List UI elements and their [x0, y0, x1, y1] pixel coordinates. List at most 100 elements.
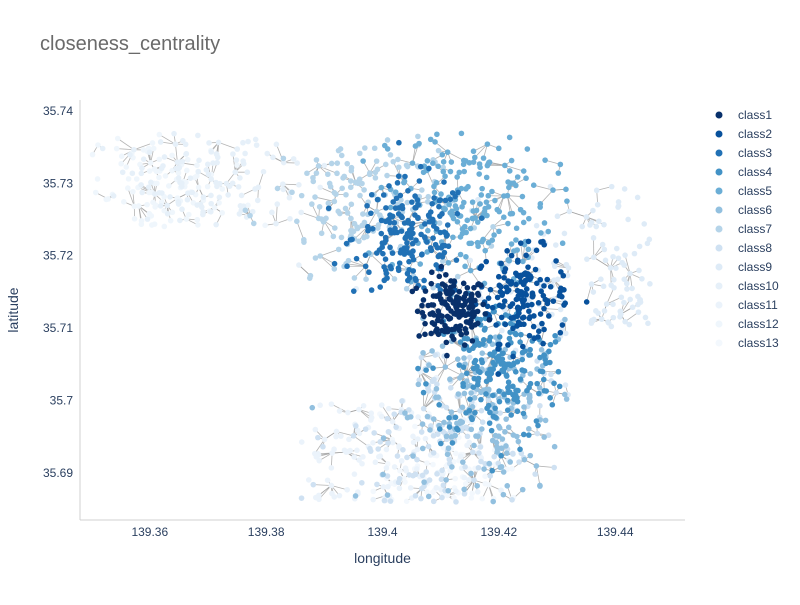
data-point-class7	[243, 207, 249, 213]
data-point-class3	[428, 245, 434, 251]
data-point-class3	[351, 288, 357, 294]
data-point-class5	[477, 201, 483, 207]
data-point-class5	[462, 224, 468, 230]
data-point-class3	[409, 226, 415, 232]
data-point-class11	[322, 437, 328, 443]
data-point-class1	[436, 274, 442, 280]
data-point-class10	[205, 161, 211, 167]
data-point-class8	[388, 498, 394, 504]
data-point-class2	[523, 253, 529, 259]
legend-label[interactable]: class12	[738, 317, 779, 331]
data-point-class1	[434, 328, 440, 334]
data-point-class4	[511, 396, 517, 402]
data-point-class8	[419, 429, 425, 435]
data-point-class5	[506, 258, 512, 264]
data-point-class1	[446, 289, 452, 295]
data-point-class5	[442, 206, 448, 212]
data-point-class4	[517, 447, 523, 453]
data-point-class13	[453, 451, 459, 457]
legend-label[interactable]: class10	[738, 279, 779, 293]
data-point-class11	[329, 401, 335, 407]
data-point-class7	[392, 276, 398, 282]
data-point-class2	[527, 333, 533, 339]
data-point-class10	[236, 184, 242, 190]
data-point-class3	[383, 205, 389, 211]
data-point-class11	[379, 414, 385, 420]
data-point-class5	[471, 159, 477, 165]
data-point-class11	[343, 449, 349, 455]
data-point-class1	[482, 311, 488, 317]
legend-label[interactable]: class13	[738, 336, 779, 350]
data-point-class10	[227, 183, 233, 189]
data-point-class3	[398, 213, 404, 219]
data-point-class10	[200, 209, 206, 215]
data-point-class8	[382, 498, 388, 504]
data-point-class5	[431, 184, 437, 190]
data-point-class5	[531, 182, 537, 188]
data-point-class6	[522, 457, 528, 463]
legend-label[interactable]: class9	[738, 260, 772, 274]
data-point-class5	[526, 247, 532, 253]
legend-label[interactable]: class8	[738, 241, 772, 255]
data-point-class5	[449, 159, 455, 165]
data-point-class8	[410, 473, 416, 479]
legend-label[interactable]: class2	[738, 127, 772, 141]
data-point-class13	[430, 462, 436, 468]
data-point-class4	[438, 441, 444, 447]
data-point-class3	[437, 213, 443, 219]
data-point-class8	[418, 496, 424, 502]
data-point-class5	[445, 149, 451, 155]
data-point-class9	[636, 309, 642, 315]
data-point-class5	[480, 237, 486, 243]
data-point-class4	[506, 379, 512, 385]
data-point-class3	[364, 203, 370, 209]
data-point-class11	[408, 485, 414, 491]
data-point-class2	[510, 354, 516, 360]
data-point-class10	[184, 151, 190, 157]
data-point-class7	[359, 223, 365, 229]
legend-label[interactable]: class11	[738, 298, 778, 312]
data-point-class10	[230, 151, 236, 157]
legend-label[interactable]: class7	[738, 222, 772, 236]
legend-label[interactable]: class3	[738, 146, 772, 160]
legend-label[interactable]: class5	[738, 184, 772, 198]
data-point-class9	[600, 242, 606, 248]
data-point-class3	[368, 210, 374, 216]
data-point-class9	[624, 286, 630, 292]
legend-label[interactable]: class6	[738, 203, 772, 217]
legend-label[interactable]: class4	[738, 165, 772, 179]
data-point-class3	[438, 230, 444, 236]
data-point-class6	[486, 461, 492, 467]
data-point-class10	[280, 181, 286, 187]
data-point-class9	[499, 328, 505, 334]
data-point-class6	[458, 418, 464, 424]
data-point-class2	[541, 242, 547, 248]
data-point-class3	[395, 180, 401, 186]
data-point-class9	[594, 188, 600, 194]
data-point-class4	[538, 368, 544, 374]
data-point-class9	[639, 276, 645, 282]
data-point-class7	[419, 187, 425, 193]
data-point-class2	[530, 293, 536, 299]
data-point-class7	[395, 157, 401, 163]
data-point-class1	[428, 281, 434, 287]
data-point-class4	[515, 408, 521, 414]
data-point-class9	[601, 222, 607, 228]
data-point-class5	[502, 163, 508, 169]
data-point-class10	[237, 211, 243, 217]
data-point-class5	[508, 211, 514, 217]
data-point-class2	[561, 287, 567, 293]
data-point-class6	[410, 453, 416, 459]
data-point-class7	[344, 161, 350, 167]
data-point-class7	[361, 187, 367, 193]
data-point-class9	[564, 262, 570, 268]
data-point-class5	[360, 158, 366, 164]
data-point-class10	[234, 146, 240, 152]
network-edge	[315, 197, 334, 201]
data-point-class8	[535, 431, 541, 437]
data-point-class7	[317, 253, 323, 259]
legend-label[interactable]: class1	[738, 108, 772, 122]
data-point-class2	[497, 342, 503, 348]
data-point-class1	[443, 272, 449, 278]
